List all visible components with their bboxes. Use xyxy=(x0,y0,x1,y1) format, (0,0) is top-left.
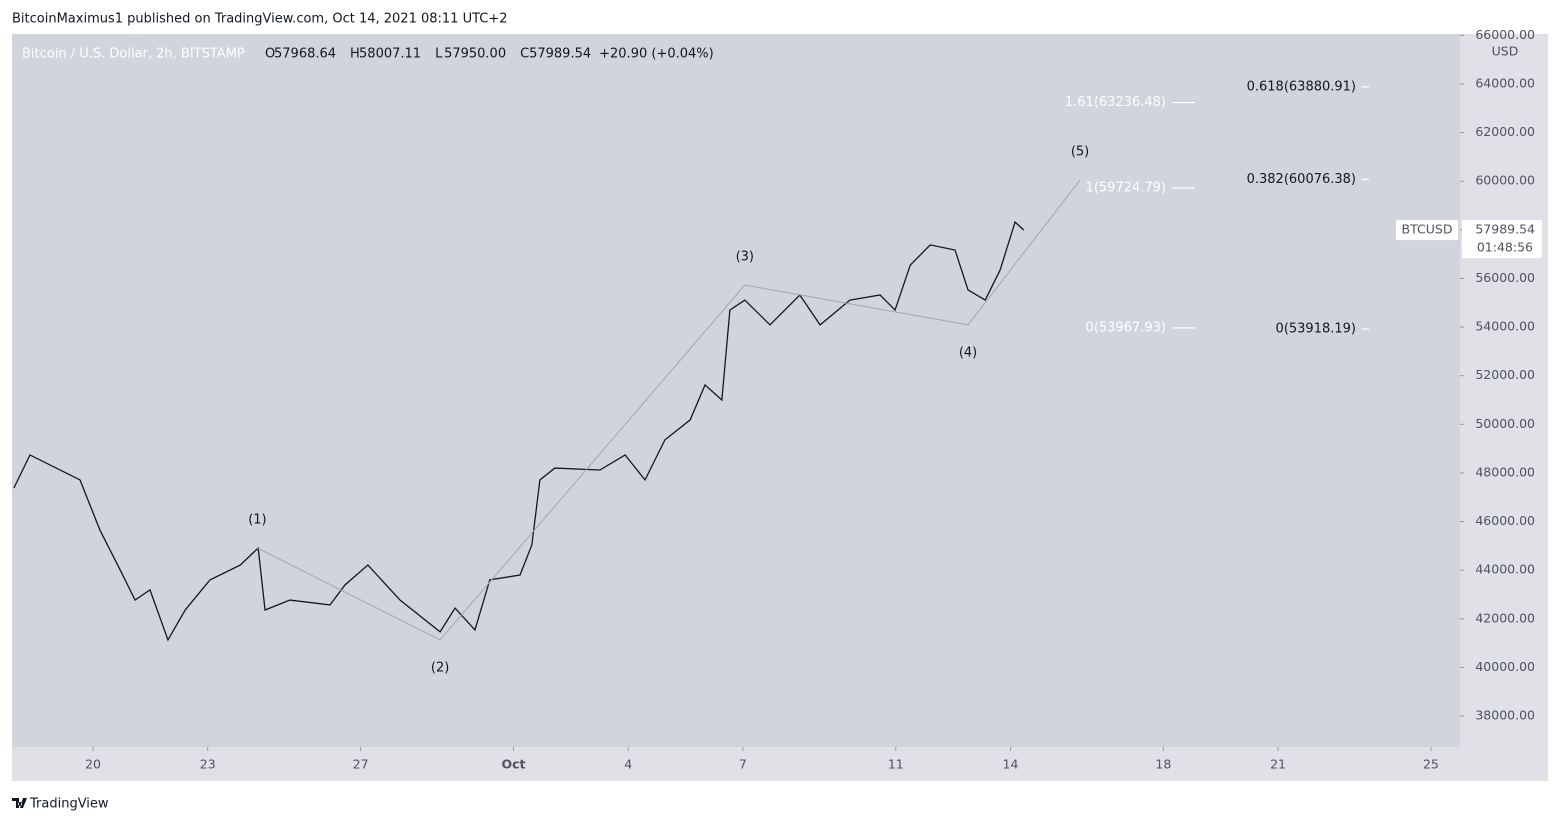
legend-key: C xyxy=(520,47,529,62)
logo xyxy=(12,798,27,808)
x-tick-label: 20 xyxy=(85,757,101,772)
x-tick-label: 11 xyxy=(888,757,904,772)
fib-label: 0(53918.19) xyxy=(1276,322,1356,337)
legend-value: 57950.00 xyxy=(444,47,506,62)
price-line xyxy=(13,220,1025,642)
x-tick-label: 23 xyxy=(200,757,216,772)
x-tick-label: 14 xyxy=(1003,757,1019,772)
legend-value: 57989.54 xyxy=(529,47,591,62)
y-tick-label: 38000.00 xyxy=(1475,708,1535,723)
y-tick-label: 48000.00 xyxy=(1475,464,1535,479)
price-axis xyxy=(1460,34,1548,747)
wave-label: (1) xyxy=(248,513,266,528)
x-tick-label: 18 xyxy=(1155,757,1171,772)
price-tag-symbol-bg xyxy=(1396,220,1458,241)
wave-label: (2) xyxy=(431,660,449,675)
fib-label: 1(59724.79) xyxy=(1086,180,1166,195)
y-tick-label: 46000.00 xyxy=(1475,513,1535,528)
y-tick-label: 50000.00 xyxy=(1475,416,1535,431)
time-axis xyxy=(12,747,1548,781)
wave-line xyxy=(257,179,1081,641)
legend-value: 57968.64 xyxy=(274,47,336,62)
y-tick-label: 64000.00 xyxy=(1475,76,1535,91)
fib-label: 0(53967.93) xyxy=(1086,320,1166,335)
fib-label: 0.618(63880.91) xyxy=(1247,79,1356,94)
legend-key: H xyxy=(350,47,360,62)
currency: USD xyxy=(1492,44,1519,59)
y-tick-label: 42000.00 xyxy=(1475,610,1535,625)
y-tick-label: 44000.00 xyxy=(1475,562,1535,577)
price-tag-price: 57989.54 xyxy=(1475,222,1535,237)
y-tick-label: 52000.00 xyxy=(1475,367,1535,382)
fib-label: 1.61(63236.48) xyxy=(1065,95,1166,110)
legend-key: O xyxy=(265,47,275,62)
y-tick-label: 62000.00 xyxy=(1475,124,1535,139)
y-tick-label: 54000.00 xyxy=(1475,319,1535,334)
x-tick-label: 21 xyxy=(1270,757,1286,772)
y-tick-label: 56000.00 xyxy=(1475,270,1535,285)
publisher: BitcoinMaximus1 published on TradingView… xyxy=(12,12,508,27)
legend-change: +20.90 (+0.04%) xyxy=(599,47,714,62)
x-tick-label: Oct xyxy=(502,757,526,772)
x-tick-label: 7 xyxy=(739,757,747,772)
price-tag-symbol: BTCUSD xyxy=(1402,222,1453,237)
wave-label: (4) xyxy=(959,345,977,360)
y-tick-label: 40000.00 xyxy=(1475,659,1535,674)
y-tick-label: 60000.00 xyxy=(1475,173,1535,188)
price-tag-countdown: 01:48:56 xyxy=(1477,240,1533,255)
x-tick-label: 27 xyxy=(353,757,369,772)
y-tick-label: 66000.00 xyxy=(1475,27,1535,42)
legend-symbol: Bitcoin / U.S. Dollar, 2h, BITSTAMP xyxy=(22,47,245,62)
x-tick-label: 25 xyxy=(1423,757,1439,772)
x-tick-label: 4 xyxy=(624,757,632,772)
legend-value: 58007.11 xyxy=(359,47,421,62)
wave-label: (5) xyxy=(1071,145,1089,160)
price-tag-bg xyxy=(1462,220,1542,259)
footer-brand: TradingView xyxy=(29,797,109,812)
wave-label: (3) xyxy=(736,250,754,265)
legend-key: L xyxy=(435,47,443,62)
fib-label: 0.382(60076.38) xyxy=(1247,172,1356,187)
plot-area xyxy=(12,34,1460,747)
